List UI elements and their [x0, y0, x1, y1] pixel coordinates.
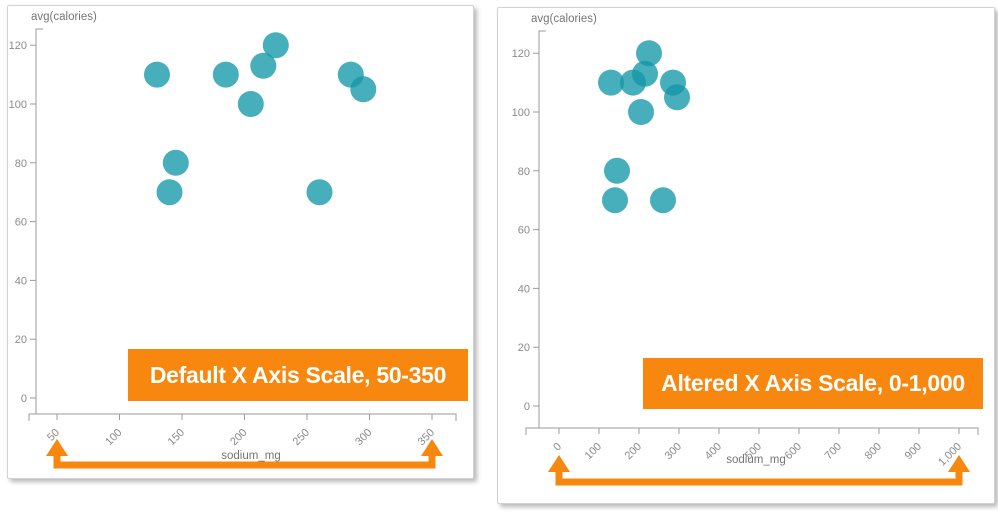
y-tick-label: 80 — [518, 166, 530, 178]
x-axis — [28, 413, 457, 421]
x-axis — [525, 427, 979, 435]
y-axis-title: avg(calories) — [31, 11, 97, 23]
y-axis-title: avg(calories) — [531, 13, 597, 25]
y-tick-label: 60 — [15, 217, 27, 229]
data-point[interactable] — [650, 187, 676, 214]
data-point[interactable] — [632, 60, 658, 87]
y-tick-label: 20 — [518, 342, 530, 354]
arrow-up-icon — [948, 455, 970, 472]
x-tick-label: 300 — [663, 441, 684, 462]
x-tick-label: 700 — [823, 441, 844, 462]
data-point[interactable] — [212, 61, 239, 88]
data-points — [598, 40, 690, 214]
data-point[interactable] — [237, 91, 264, 117]
x-tick-label: 400 — [703, 441, 724, 462]
arrow-up-icon — [421, 439, 443, 456]
data-point[interactable] — [628, 99, 654, 125]
bracket-line — [53, 454, 436, 469]
axis-range-bracket — [46, 439, 443, 469]
data-point[interactable] — [306, 179, 333, 206]
x-tick-label: 800 — [863, 441, 884, 462]
data-point[interactable] — [602, 187, 628, 214]
y-tick-label: 0 — [524, 401, 530, 413]
x-tick-label: 300 — [353, 427, 374, 448]
annotation-banner-default: Default X Axis Scale, 50-350 — [128, 349, 468, 401]
data-point[interactable] — [604, 157, 630, 184]
y-tick-label: 120 — [512, 48, 530, 60]
x-tick-label: 600 — [783, 441, 804, 462]
data-point[interactable] — [636, 40, 662, 67]
x-tick-label: 900 — [903, 441, 924, 462]
annotation-banner-altered: Altered X Axis Scale, 0-1,000 — [643, 358, 983, 409]
data-point[interactable] — [250, 52, 277, 79]
y-axis — [538, 30, 546, 428]
axis-range-bracket — [548, 455, 970, 486]
y-tick-label: 20 — [15, 334, 27, 346]
x-tick-label: 100 — [103, 427, 124, 448]
arrow-up-icon — [46, 439, 68, 456]
y-tick-label: 120 — [9, 40, 27, 52]
chart-card-default-scale: 0 20 40 60 80 100 120 50 100 150 200 250 300 350 avg(c… — [7, 5, 474, 479]
arrow-up-icon — [548, 455, 570, 472]
x-tick-label: 150 — [166, 427, 187, 448]
x-tick-label: 100 — [583, 441, 604, 462]
y-tick-label: 100 — [512, 107, 530, 119]
y-tick-label: 100 — [9, 99, 27, 111]
x-tick-label: 200 — [623, 441, 644, 462]
y-tick-label: 0 — [21, 393, 27, 405]
y-tick-label: 40 — [518, 283, 530, 295]
y-tick-label: 60 — [518, 225, 530, 237]
bracket-line — [555, 470, 963, 486]
x-tick-label: 250 — [291, 427, 312, 448]
y-tick-label: 80 — [15, 158, 27, 170]
data-point[interactable] — [598, 69, 624, 96]
x-tick-label: 200 — [228, 427, 249, 448]
data-point[interactable] — [144, 61, 170, 88]
data-point[interactable] — [156, 179, 183, 206]
data-point[interactable] — [350, 76, 377, 103]
x-tick-label: 50 — [45, 427, 62, 444]
data-point[interactable] — [262, 32, 289, 59]
data-point[interactable] — [664, 84, 690, 111]
x-tick-label: 0 — [551, 441, 564, 454]
data-point[interactable] — [162, 149, 189, 176]
y-tick-label: 40 — [15, 275, 27, 287]
x-axis-title: sodium_mg — [726, 454, 785, 466]
x-axis-title: sodium_mg — [221, 450, 280, 462]
y-axis — [35, 28, 43, 414]
chart-card-altered-scale: 0 20 40 60 80 100 120 0 100 200 300 400 500 600 700 800… — [497, 7, 995, 504]
data-points — [144, 32, 377, 206]
